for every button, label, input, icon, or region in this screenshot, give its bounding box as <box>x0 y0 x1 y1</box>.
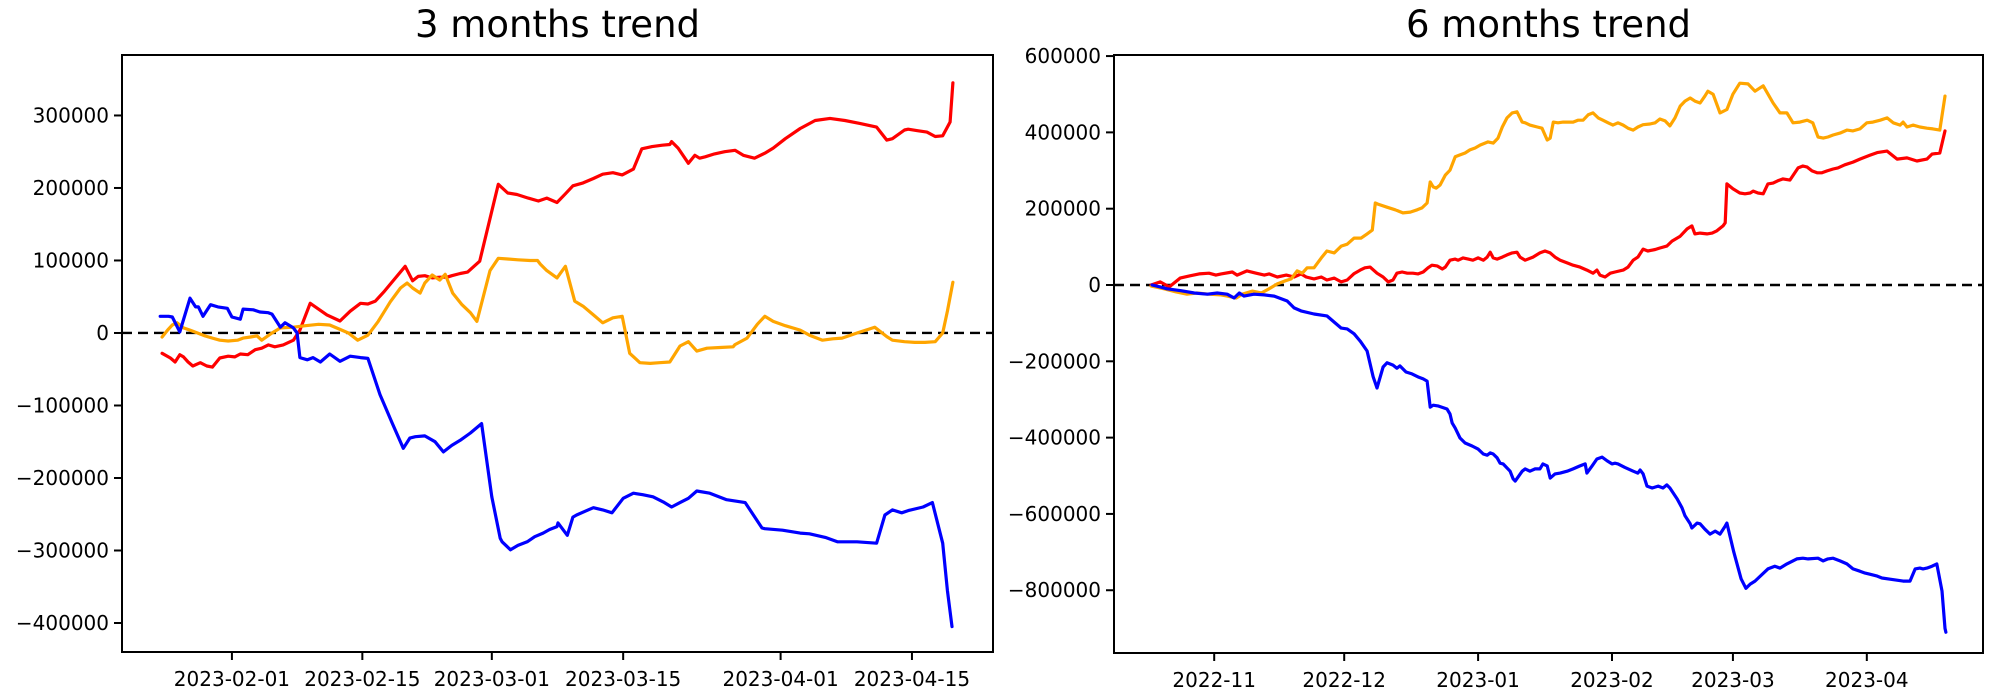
chart-title-3-months: 3 months trend <box>414 3 701 46</box>
x-tick-label: 2023-02 <box>1570 668 1654 692</box>
x-tick-label: 2022-11 <box>1172 668 1256 692</box>
y-tick-label: −200000 <box>1008 349 1101 373</box>
y-tick-label: 300000 <box>33 103 109 127</box>
y-tick-label: −800000 <box>1008 578 1101 602</box>
series-line-blue <box>158 296 954 629</box>
y-tick-label: 0 <box>96 321 109 345</box>
x-tick-label: 2022-12 <box>1302 668 1386 692</box>
y-tick-label: −200000 <box>16 466 109 490</box>
y-tick-label: −400000 <box>16 611 109 635</box>
x-tick-label: 2023-04-01 <box>722 667 838 691</box>
y-tick-label: −300000 <box>16 538 109 562</box>
y-tick-label: 0 <box>1088 273 1101 297</box>
chart-canvas-3-months-trend: 2023-02-01 2023-02-15 2023-03-01 2023-03-15… <box>16 54 994 691</box>
x-tick-label: 2023-01 <box>1436 668 1520 692</box>
series-line-orange <box>160 256 955 365</box>
y-tick-label: 100000 <box>33 248 109 272</box>
series-line-orange <box>1149 81 1947 300</box>
y-tick-label: 200000 <box>1025 197 1101 221</box>
chart-panel-3-months: 3 months trend 2023-02-01 2023-02-15 2023-… <box>16 3 994 691</box>
x-tick-label: 2023-02-01 <box>174 667 290 691</box>
y-tick-label: −400000 <box>1008 426 1101 450</box>
x-tick-label: 2023-02-15 <box>304 667 420 691</box>
plot-frame <box>121 54 994 653</box>
x-tick-label: 2023-04 <box>1825 668 1909 692</box>
y-tick-label: 600000 <box>1025 44 1101 68</box>
x-tick-label: 2023-04-15 <box>854 667 970 691</box>
series-line-red <box>1149 129 1947 289</box>
series-line-red <box>160 81 955 369</box>
y-tick-label: 200000 <box>33 176 109 200</box>
y-tick-label: −100000 <box>16 393 109 417</box>
chart-title-6-months: 6 months trend <box>1405 3 1692 46</box>
chart-panel-6-months: 6 months trend 2022-11 2022-12 2023-01 2023… <box>1000 0 2000 700</box>
series-line-blue <box>1150 283 1948 634</box>
plot-frame <box>1113 54 1984 654</box>
x-tick-label: 2023-03-15 <box>565 667 681 691</box>
x-tick-label: 2023-03 <box>1691 668 1775 692</box>
y-tick-label: 400000 <box>1025 120 1101 144</box>
y-tick-label: −600000 <box>1008 502 1101 526</box>
chart-canvas-6-months-trend: 2022-11 2022-12 2023-01 2023-02 2023-03 2023-… <box>1008 44 1984 692</box>
x-tick-label: 2023-03-01 <box>434 667 550 691</box>
